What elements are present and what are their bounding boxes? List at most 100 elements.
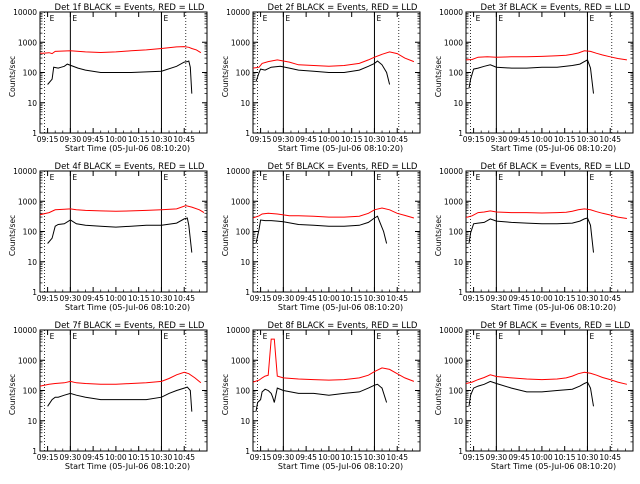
y-axis-label: Counts/sec [8,374,17,415]
y-tick-label: 10 [240,99,250,108]
y-tick-label: 1000 [444,356,463,365]
y-tick-label: 1 [245,288,250,297]
x-tick-label: 10:15 [341,453,363,462]
panel-6: Det 6f BLACK = Events, RED = LLD 1 10 100 10… [434,162,634,312]
x-tick-label: 09:45 [82,135,104,144]
x-tick-label: 10:30 [577,453,599,462]
x-tick-label: 09:30 [273,453,295,462]
marker-label: E [72,173,77,182]
panel-5: Det 5f BLACK = Events, RED = LLD 1 10 100 10… [221,162,421,312]
marker-label: E [498,173,503,182]
y-tick-label: 1000 [231,38,250,47]
x-tick-label: 10:00 [531,135,553,144]
x-tick-label: 09:30 [273,135,295,144]
x-tick-label: 10:30 [577,294,599,303]
marker-label: E [589,332,594,341]
x-tick-label: 09:45 [508,294,530,303]
x-tick-label: 10:00 [105,135,127,144]
series-events-line [468,380,594,407]
plot-frame [465,170,634,293]
x-tick-label: 10:30 [151,135,173,144]
marker-label: E [50,14,55,23]
x-tick-label: 10:15 [341,294,363,303]
x-tick-label: 09:45 [295,135,317,144]
y-tick-label: 10000 [226,8,250,17]
x-tick-label: 10:45 [173,135,195,144]
y-tick-label: 1 [245,129,250,138]
y-tick-label: 10000 [13,8,37,17]
y-tick-label: 100 [23,387,38,396]
x-tick-label: 10:45 [599,294,621,303]
x-tick-label: 10:15 [128,294,150,303]
y-axis-label: Counts/sec [434,56,443,97]
y-tick-label: 10000 [439,8,463,17]
x-tick-label: 09:15 [250,294,272,303]
x-tick-label: 09:45 [508,453,530,462]
marker-label: E [263,14,268,23]
y-tick-label: 1000 [444,197,463,206]
panel-7: Det 7f BLACK = Events, RED = LLD 1 10 100 10… [8,321,208,471]
marker-label: E [263,332,268,341]
plot-frame [252,329,421,452]
series-lld-line [40,205,205,216]
x-tick-label: 09:45 [82,453,104,462]
x-tick-label: 10:00 [531,453,553,462]
y-tick-label: 1000 [444,38,463,47]
x-tick-label: 09:45 [82,294,104,303]
plot-frame [252,170,421,293]
marker-label: E [285,14,290,23]
x-tick-label: 09:30 [60,294,82,303]
x-tick-label: 09:30 [60,135,82,144]
series-lld-line [466,208,627,219]
marker-label: E [376,14,381,23]
panel-3: Det 3f BLACK = Events, RED = LLD 1 10 100 10… [434,3,634,153]
marker-label: E [589,173,594,182]
marker-label: E [50,173,55,182]
y-tick-label: 100 [236,69,251,78]
panel-title: Det 3f BLACK = Events, RED = LLD [481,3,631,13]
panel-title: Det 8f BLACK = Events, RED = LLD [268,321,418,331]
y-axis-label: Counts/sec [434,374,443,415]
panel-8: Det 8f BLACK = Events, RED = LLD 1 10 100 10… [221,321,421,471]
marker-label: E [589,14,594,23]
x-tick-label: 09:15 [463,135,485,144]
y-tick-label: 1 [458,447,463,456]
y-tick-label: 100 [23,69,38,78]
series-lld-line [40,371,202,387]
series-events-line [255,383,388,412]
y-tick-label: 100 [23,228,38,237]
y-tick-label: 10 [453,417,463,426]
x-tick-label: 09:15 [37,453,59,462]
y-tick-label: 1 [458,129,463,138]
x-axis-label: Start Time (05-Jul-06 08:10:20) [278,144,403,153]
x-tick-label: 10:45 [386,294,408,303]
x-tick-label: 09:45 [508,135,530,144]
x-tick-label: 10:00 [318,135,340,144]
marker-label: E [163,332,168,341]
y-tick-label: 10000 [226,167,250,176]
x-tick-label: 09:15 [37,135,59,144]
y-axis-label: Counts/sec [8,215,17,256]
y-tick-label: 1000 [18,38,37,47]
x-tick-label: 09:15 [463,294,485,303]
x-axis-label: Start Time (05-Jul-06 08:10:20) [65,462,190,471]
plot-frame [465,329,634,452]
x-axis-label: Start Time (05-Jul-06 08:10:20) [491,144,616,153]
x-axis-label: Start Time (05-Jul-06 08:10:20) [65,144,190,153]
y-tick-label: 10 [27,99,37,108]
x-tick-label: 09:30 [60,453,82,462]
panel-title: Det 4f BLACK = Events, RED = LLD [55,162,205,172]
x-tick-label: 10:30 [151,453,173,462]
x-tick-label: 10:45 [386,453,408,462]
x-tick-label: 10:30 [577,135,599,144]
series-lld-line [253,207,415,219]
panel-1: Det 1f BLACK = Events, RED = LLD 1 10 100 10… [8,3,208,153]
y-tick-label: 10000 [439,167,463,176]
x-tick-label: 09:30 [486,453,508,462]
x-tick-label: 09:15 [250,453,272,462]
marker-label: E [498,14,503,23]
panel-title: Det 1f BLACK = Events, RED = LLD [55,3,205,13]
x-tick-label: 09:30 [486,135,508,144]
x-tick-label: 10:45 [386,135,408,144]
series-events-line [47,217,193,253]
